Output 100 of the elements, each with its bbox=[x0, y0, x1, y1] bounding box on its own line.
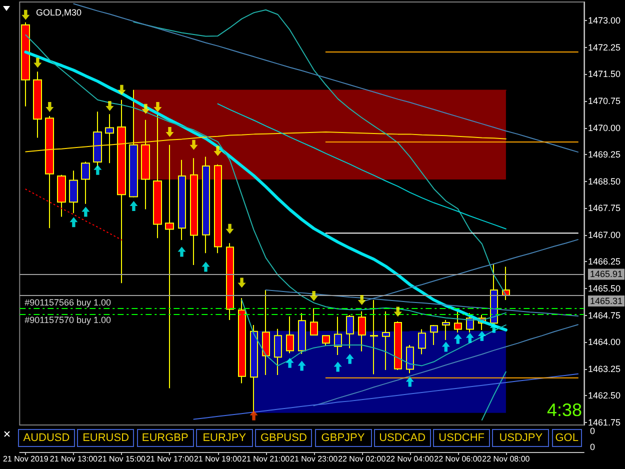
y-tick-label: 1470.00 bbox=[588, 122, 621, 133]
candlestick bbox=[141, 119, 150, 210]
symbol-button: EURJPY bbox=[196, 429, 253, 447]
candlestick bbox=[298, 312, 306, 354]
candlestick bbox=[69, 170, 78, 214]
y-tick-label: 1461.75 bbox=[588, 418, 621, 428]
candlestick bbox=[81, 161, 90, 204]
point bbox=[154, 102, 162, 112]
point bbox=[178, 246, 186, 257]
point bbox=[166, 127, 174, 138]
candlestick bbox=[105, 114, 114, 164]
candlestick bbox=[262, 289, 270, 376]
point bbox=[334, 362, 342, 372]
y-tick-label: 1466.25 bbox=[588, 256, 621, 267]
x-tick-label: 22 Nov 02:00 bbox=[338, 454, 386, 464]
candlestick bbox=[178, 159, 186, 240]
y-tick-label: 1464.00 bbox=[588, 337, 621, 348]
candlestick bbox=[382, 310, 390, 370]
y-tick-label: 1462.50 bbox=[588, 390, 621, 401]
text: 0 bbox=[590, 442, 596, 453]
candlestick bbox=[214, 164, 222, 254]
point bbox=[346, 354, 354, 364]
candlestick bbox=[153, 112, 162, 239]
point bbox=[454, 334, 462, 344]
candlestick bbox=[466, 312, 474, 333]
point bbox=[46, 102, 54, 112]
symbol-button: GBPUSD bbox=[255, 429, 312, 447]
point bbox=[34, 58, 42, 68]
point bbox=[142, 104, 150, 114]
line-series bbox=[241, 299, 506, 366]
line-series bbox=[133, 9, 506, 296]
point bbox=[190, 140, 198, 150]
y-tick-label: 1467.75 bbox=[588, 203, 621, 214]
symbol-button: USDJPY bbox=[492, 429, 550, 447]
candlestick bbox=[346, 314, 354, 349]
text: GOLD,M30 bbox=[36, 8, 82, 18]
line-series bbox=[217, 103, 506, 230]
point bbox=[490, 322, 498, 333]
point bbox=[94, 164, 102, 175]
candlestick bbox=[33, 71, 42, 138]
y-tick-label: 1470.75 bbox=[588, 96, 621, 106]
x-tick-label: 22 Nov 06:00 bbox=[434, 454, 482, 464]
symbol-button: AUDUSD bbox=[18, 429, 75, 447]
candlestick bbox=[165, 144, 174, 389]
point bbox=[298, 360, 306, 371]
y-tick-label: 1464.75 bbox=[588, 310, 621, 320]
candlestick bbox=[418, 328, 426, 355]
y-tick-label: 1473.00 bbox=[588, 16, 621, 26]
candlestick bbox=[274, 328, 282, 376]
candlestick bbox=[322, 335, 330, 346]
candlestick bbox=[334, 316, 342, 356]
point bbox=[106, 100, 114, 111]
point bbox=[406, 376, 414, 387]
symbol-button: USDCHF bbox=[433, 429, 490, 447]
point bbox=[82, 206, 90, 217]
ref-line-label: 1465.31 bbox=[590, 296, 623, 306]
point bbox=[478, 331, 486, 342]
point bbox=[130, 200, 138, 211]
candlestick bbox=[370, 299, 378, 375]
x-tick-label: 21 Nov 13:00 bbox=[50, 454, 98, 464]
y-tick-label: 1471.50 bbox=[588, 69, 621, 80]
point bbox=[202, 262, 210, 272]
x-tick-label: 21 Nov 2019 bbox=[2, 454, 49, 464]
ref-line-label: #901157566 buy 1.00 bbox=[24, 298, 112, 308]
ref-line-label: #901157570 buy 1.00 bbox=[24, 315, 112, 326]
x-tick-label: 22 Nov 04:00 bbox=[386, 454, 434, 464]
y-tick-label: 1463.25 bbox=[588, 364, 621, 374]
point bbox=[238, 278, 246, 288]
symbol-button: EURUSD bbox=[77, 429, 134, 447]
candlestick bbox=[310, 308, 318, 336]
ref-line-label: 1465.91 bbox=[590, 269, 623, 280]
x-tick-label: 21 Nov 23:00 bbox=[290, 454, 338, 464]
point bbox=[70, 217, 78, 228]
point bbox=[310, 291, 318, 302]
y-tick-label: 1472.25 bbox=[588, 42, 621, 52]
x-tick-label: 22 Nov 08:00 bbox=[482, 454, 530, 464]
y-tick-label: 1468.50 bbox=[588, 176, 621, 186]
candlestick bbox=[454, 310, 462, 333]
candlestick bbox=[238, 298, 246, 384]
x-tick-label: 21 Nov 17:00 bbox=[146, 454, 194, 464]
x-tick-label: 21 Nov 19:00 bbox=[194, 454, 242, 464]
point bbox=[226, 224, 234, 234]
candlestick bbox=[442, 319, 450, 340]
point bbox=[22, 10, 30, 20]
candlestick bbox=[21, 22, 30, 107]
candlestick bbox=[406, 344, 414, 374]
x-tick-label: 21 Nov 21:00 bbox=[242, 454, 290, 464]
symbol-button: GBPJPY bbox=[314, 429, 372, 447]
point bbox=[466, 332, 474, 343]
symbol-button: GOL bbox=[552, 429, 582, 447]
point bbox=[250, 410, 258, 420]
text: 0 bbox=[590, 426, 596, 437]
point bbox=[286, 358, 294, 368]
point bbox=[394, 306, 402, 317]
candlestick bbox=[202, 156, 210, 254]
y-tick-label: 1469.25 bbox=[588, 150, 621, 160]
x-tick-label: 21 Nov 15:00 bbox=[98, 454, 146, 464]
candlestick bbox=[358, 310, 366, 352]
point bbox=[118, 84, 126, 95]
y-tick-label: 1467.00 bbox=[588, 230, 621, 240]
